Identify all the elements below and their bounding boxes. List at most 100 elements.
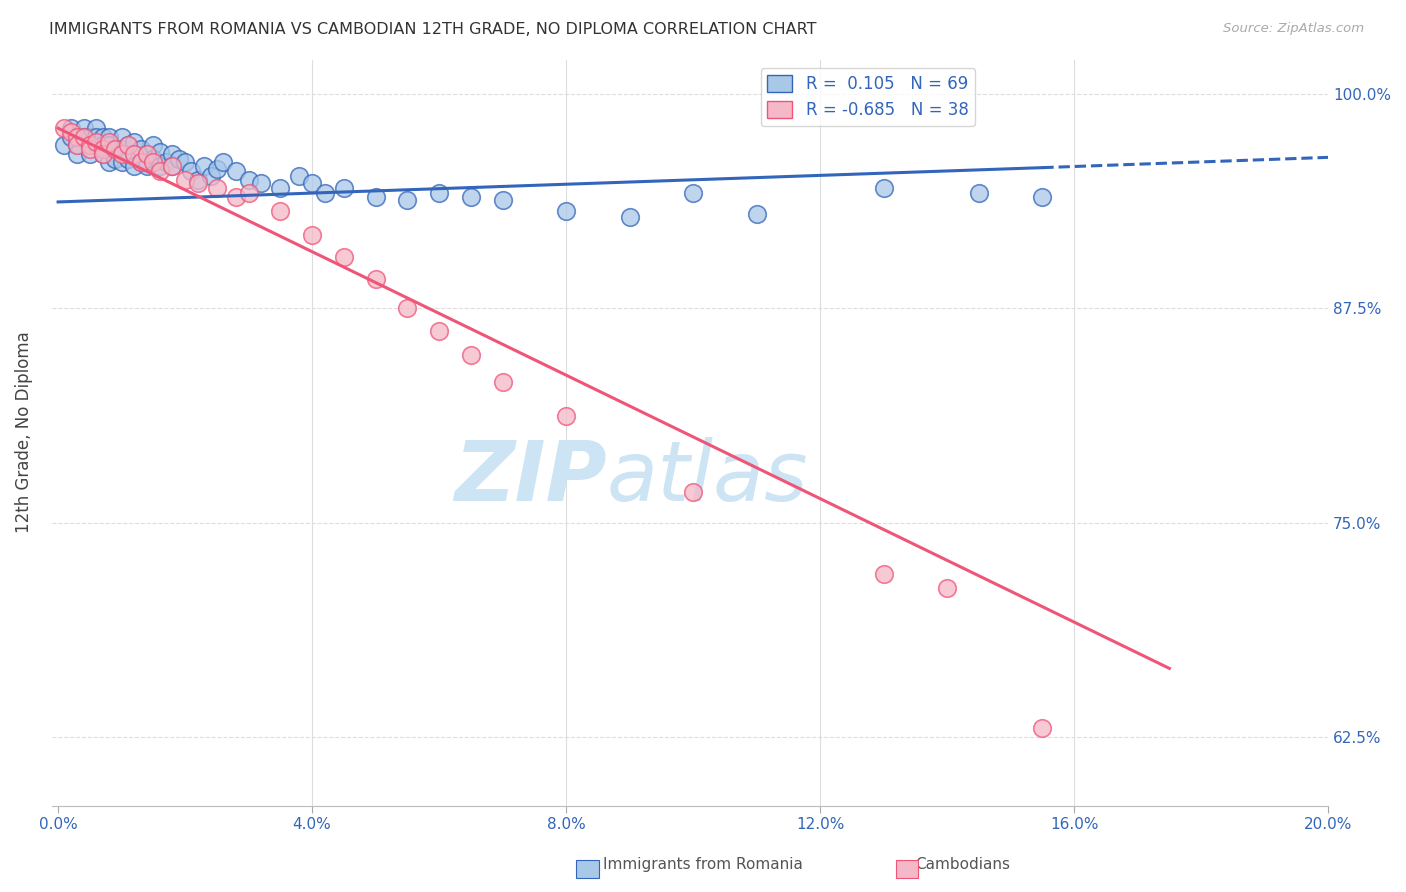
Point [66,138,89,153]
Point [66,129,89,144]
Point [491,193,513,207]
Point [117,138,139,153]
Point [491,375,513,389]
Point [149,159,172,173]
Point [174,155,197,169]
Point [59,129,82,144]
Point [79,138,101,153]
Point [872,567,894,582]
Point [364,272,387,286]
Point [162,159,184,173]
Point [225,190,247,204]
Point [745,207,768,221]
Point [427,324,450,338]
Point [124,159,146,173]
Point [97,135,120,149]
Point [301,176,323,190]
Point [79,147,101,161]
Point [167,152,190,166]
Point [288,169,311,184]
Point [180,164,202,178]
Point [967,186,990,201]
Point [162,159,184,173]
Point [269,181,291,195]
Point [619,211,641,225]
Point [66,147,89,161]
Point [72,121,94,136]
Point [212,155,235,169]
Point [333,250,356,264]
Point [136,147,159,161]
Point [872,181,894,195]
Point [136,159,159,173]
Point [84,135,107,149]
Point [250,176,273,190]
Point [427,186,450,201]
Point [301,227,323,242]
Point [149,164,172,178]
Point [104,152,127,166]
Point [104,142,127,156]
Point [142,152,165,166]
Point [72,129,94,144]
Point [682,186,704,201]
Point [682,484,704,499]
Point [238,186,260,201]
Point [97,138,120,153]
Text: Source: ZipAtlas.com: Source: ZipAtlas.com [1223,22,1364,36]
Point [205,162,228,177]
Point [110,142,132,156]
Point [174,172,197,186]
Point [314,186,336,201]
Point [124,147,146,161]
Point [110,147,132,161]
Point [936,581,959,595]
Y-axis label: 12th Grade, No Diploma: 12th Grade, No Diploma [15,332,32,533]
Point [1031,190,1053,204]
Point [129,155,152,169]
Point [129,155,152,169]
Point [124,147,146,161]
Point [200,169,222,184]
Point [110,129,132,144]
Point [104,142,127,156]
Point [66,129,89,144]
Point [149,145,172,160]
Point [66,138,89,153]
Text: IMMIGRANTS FROM ROMANIA VS CAMBODIAN 12TH GRADE, NO DIPLOMA CORRELATION CHART: IMMIGRANTS FROM ROMANIA VS CAMBODIAN 12T… [49,22,817,37]
Point [84,121,107,136]
Text: Immigrants from Romania: Immigrants from Romania [603,857,803,872]
Point [124,135,146,149]
Point [91,138,114,153]
Legend: R =  0.105   N = 69, R = -0.685   N = 38: R = 0.105 N = 69, R = -0.685 N = 38 [761,68,976,126]
Text: ZIP: ZIP [454,437,607,518]
Point [97,129,120,144]
Point [97,155,120,169]
Point [555,409,578,424]
Point [162,147,184,161]
Text: Cambodians: Cambodians [915,857,1011,872]
Point [396,193,419,207]
Point [136,147,159,161]
Point [117,138,139,153]
Point [155,155,177,169]
Point [84,129,107,144]
Point [460,190,482,204]
Point [238,172,260,186]
Point [110,155,132,169]
Point [396,301,419,316]
Point [1031,722,1053,736]
Point [72,129,94,144]
Point [129,142,152,156]
Point [53,138,76,153]
Point [142,138,165,153]
Point [555,203,578,218]
Point [84,138,107,153]
Point [91,147,114,161]
Point [187,172,209,186]
Point [142,155,165,169]
Point [91,147,114,161]
Point [333,181,356,195]
Point [79,142,101,156]
Point [205,181,228,195]
